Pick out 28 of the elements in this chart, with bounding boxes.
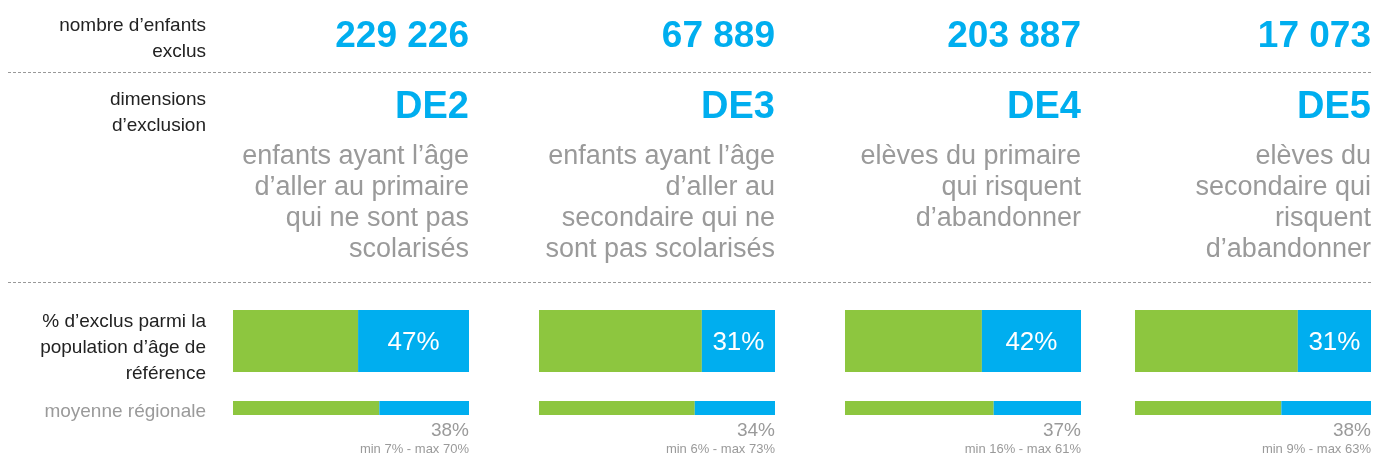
chart-subtitle: DE3 [701, 84, 775, 127]
text: elèves du primaire qui risquent d’abandonner [859, 140, 1081, 233]
data-label: 38% [1332, 419, 1372, 440]
text: min 16% - max 61% [964, 441, 1081, 456]
data-label: 42% [1005, 326, 1058, 356]
data-label: 34% [736, 419, 776, 440]
text: enfants ayant l’âge d’aller au secondaire qui ne sont pas scolarisés [544, 140, 775, 264]
chart-title: 67 889 [661, 14, 775, 56]
chart-subtitle: DE4 [1007, 84, 1081, 127]
text: min 7% - max 70% [359, 441, 469, 456]
text: moyenne régionale [43, 399, 206, 423]
data-label: 38% [430, 419, 470, 440]
data-label: 37% [1042, 419, 1082, 440]
text: min 6% - max 73% [665, 441, 775, 456]
text: min 9% - max 63% [1261, 441, 1371, 456]
text: elèves du secondaire qui risquent d’abandonner [1194, 140, 1371, 264]
data-label: 31% [712, 326, 765, 356]
text: enfants ayant l’âge d’aller au primaire qui ne sont pas scolarisés [241, 140, 469, 264]
chart-title: 203 887 [947, 14, 1081, 56]
data-label: 31% [1308, 326, 1361, 356]
chart-subtitle: DE2 [395, 84, 469, 127]
chart-title: 229 226 [335, 14, 469, 56]
data-label: 47% [387, 326, 440, 356]
chart-subtitle: DE5 [1297, 84, 1371, 127]
text: nombre d’enfants exclus [58, 13, 206, 63]
text: dimensions d’exclusion [108, 87, 206, 137]
chart-title: 17 073 [1257, 14, 1371, 56]
text: % d’exclus parmi la population d’âge de référence [39, 309, 206, 385]
